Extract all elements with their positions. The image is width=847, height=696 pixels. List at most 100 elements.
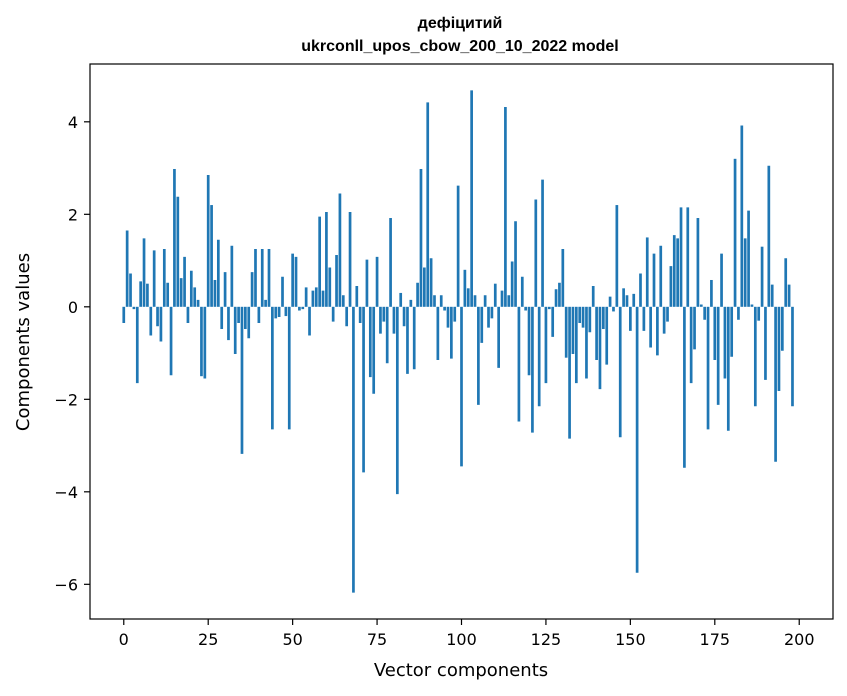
bar-component-162: [669, 266, 673, 307]
bar-component-168: [689, 306, 693, 384]
bar-component-154: [642, 306, 646, 331]
bar-component-54: [304, 287, 308, 307]
bar-component-193: [774, 306, 777, 462]
bar-component-94: [439, 295, 443, 307]
bar-component-65: [341, 295, 345, 307]
bar-component-153: [639, 273, 642, 307]
bars-group: [122, 90, 794, 593]
bar-component-68: [352, 306, 355, 593]
bar-component-163: [672, 235, 676, 307]
bar-component-183: [740, 125, 744, 307]
bar-component-120: [527, 306, 531, 376]
bar-component-51: [294, 256, 298, 307]
bar-component-198: [791, 306, 794, 407]
bar-component-108: [487, 306, 490, 328]
bar-component-112: [500, 290, 504, 307]
bar-component-73: [368, 306, 372, 378]
bar-component-118: [520, 276, 524, 307]
bar-component-6: [142, 238, 146, 307]
bar-component-26: [210, 205, 213, 307]
bar-component-189: [760, 246, 764, 307]
bar-component-28: [216, 239, 220, 307]
bar-component-125: [544, 306, 548, 384]
bar-component-180: [730, 306, 734, 357]
bar-component-159: [659, 245, 663, 307]
bar-component-8: [149, 306, 153, 336]
bar-component-132: [568, 306, 571, 439]
bar-component-49: [287, 306, 291, 430]
bar-component-187: [753, 306, 757, 407]
bar-component-114: [507, 295, 511, 307]
bar-component-177: [720, 253, 723, 307]
bar-component-97: [450, 306, 453, 359]
bar-component-47: [281, 276, 284, 307]
bar-component-179: [726, 306, 730, 431]
bar-component-121: [531, 306, 534, 433]
x-tick-label: 0: [119, 630, 129, 649]
y-axis-label: Components values: [13, 253, 34, 431]
bar-component-18: [183, 256, 186, 307]
bar-component-116: [514, 221, 517, 307]
bar-component-109: [490, 306, 494, 319]
bar-component-14: [169, 306, 173, 376]
bar-component-174: [710, 279, 713, 307]
bar-component-102: [466, 288, 470, 307]
bar-component-170: [696, 218, 700, 307]
bar-component-79: [389, 218, 392, 307]
bar-component-184: [743, 238, 747, 307]
chart-title: дефіцитий: [418, 15, 503, 32]
bar-component-81: [395, 306, 399, 495]
bar-component-55: [308, 306, 311, 336]
bar-component-13: [166, 282, 170, 307]
bar-component-124: [541, 179, 544, 307]
bar-component-56: [311, 290, 315, 307]
bar-component-104: [473, 295, 477, 307]
bar-component-133: [571, 306, 575, 354]
bar-component-85: [409, 299, 413, 307]
bar-component-173: [706, 306, 710, 430]
bar-component-57: [314, 287, 318, 307]
bar-component-80: [392, 306, 396, 334]
bar-component-53: [301, 306, 305, 310]
bar-component-117: [517, 306, 521, 422]
bar-component-74: [372, 306, 376, 394]
bar-component-2: [129, 273, 132, 307]
bar-component-32: [230, 245, 234, 307]
bar-component-59: [321, 290, 325, 307]
bar-component-34: [237, 306, 240, 323]
bar-component-35: [240, 306, 244, 454]
bar-component-58: [318, 216, 322, 307]
bar-component-29: [220, 306, 224, 330]
bar-component-17: [179, 278, 183, 307]
bar-component-151: [632, 293, 636, 307]
bar-component-25: [206, 175, 210, 307]
bar-component-169: [693, 306, 696, 350]
bar-component-33: [233, 306, 237, 354]
bar-component-149: [625, 295, 629, 307]
bar-component-89: [422, 267, 426, 307]
y-tick-label: −2: [54, 390, 78, 409]
bar-component-145: [612, 306, 615, 312]
bar-component-191: [767, 165, 771, 307]
bar-component-155: [645, 237, 649, 307]
bar-component-64: [338, 193, 342, 307]
bar-component-123: [537, 306, 541, 407]
x-axis-ticks: 0 25 50 75 100 125 150 175 200: [119, 619, 815, 649]
bar-component-99: [456, 185, 460, 307]
bar-component-48: [284, 306, 288, 317]
bar-component-12: [162, 249, 166, 307]
bar-component-167: [686, 207, 690, 307]
bar-component-15: [173, 168, 176, 307]
bar-component-83: [402, 306, 406, 327]
bar-component-142: [601, 306, 605, 330]
bar-component-22: [196, 299, 200, 307]
y-axis-ticks: −6 −4 −2 0 2 4: [54, 113, 90, 594]
bar-component-69: [355, 286, 359, 307]
bar-component-37: [247, 306, 251, 339]
bar-component-45: [274, 306, 278, 319]
bar-component-129: [558, 282, 561, 307]
y-tick-label: −4: [54, 483, 78, 502]
bar-component-139: [591, 286, 595, 307]
